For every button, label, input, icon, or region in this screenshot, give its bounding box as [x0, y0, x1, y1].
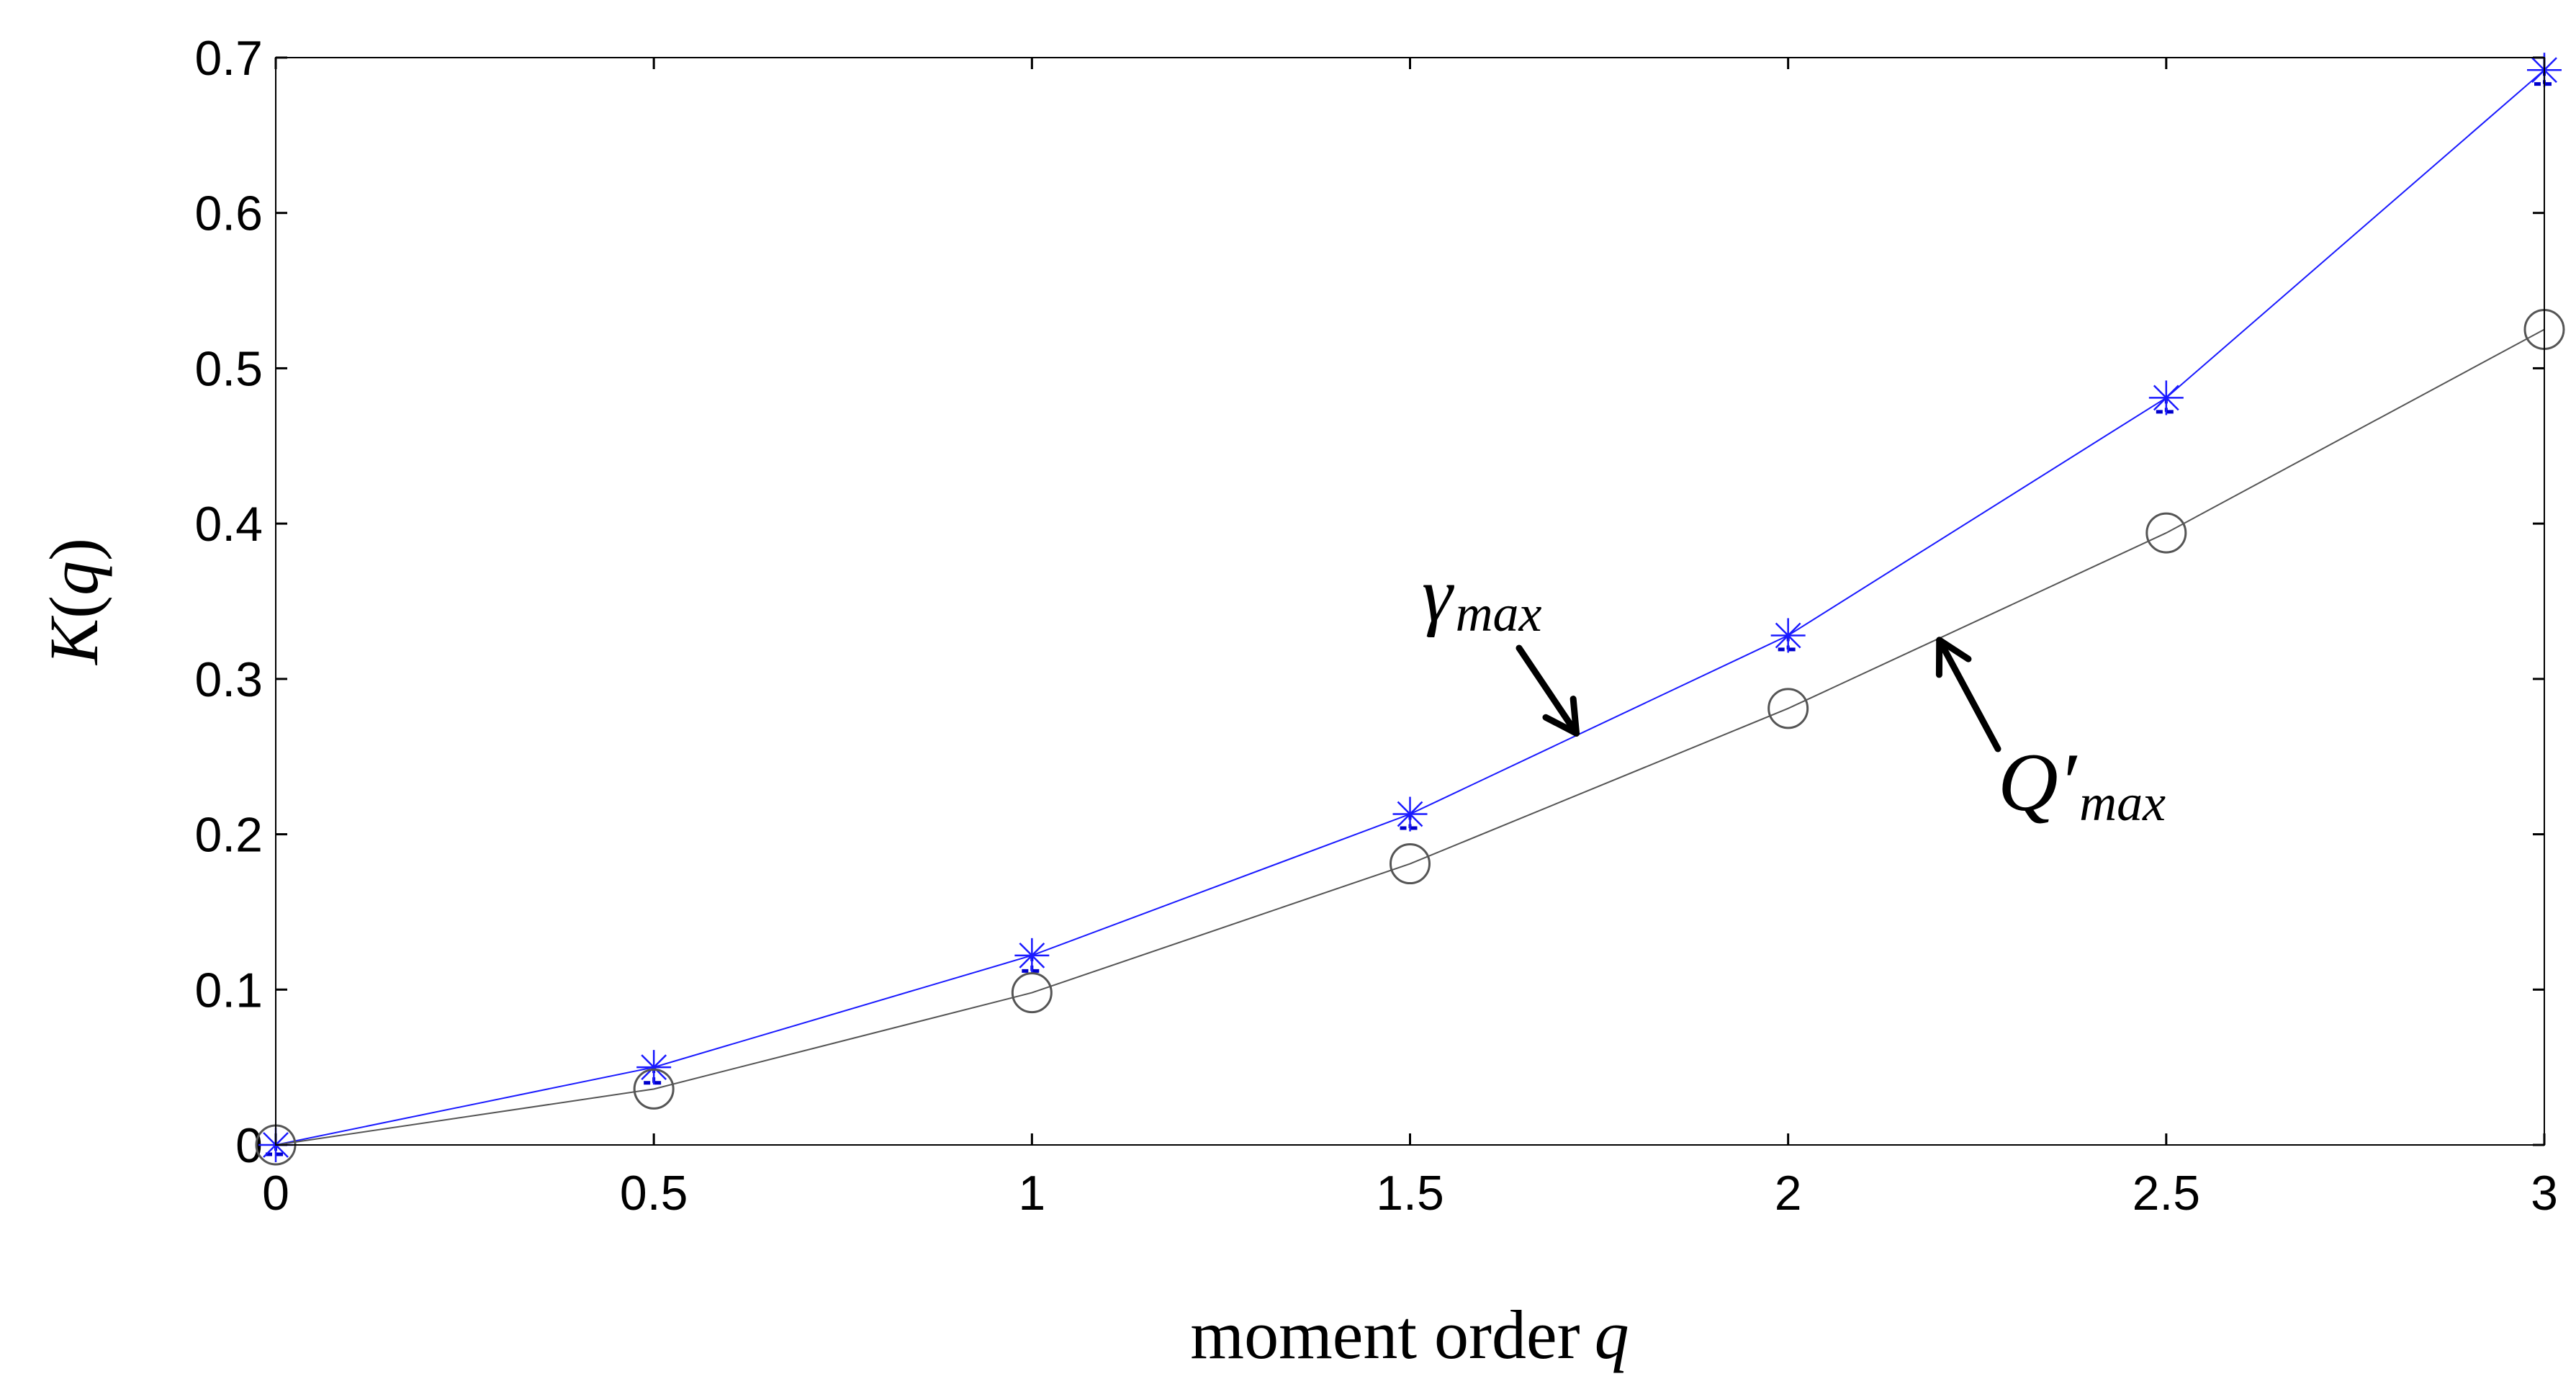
- y-tick-label: 0.1: [194, 963, 263, 1017]
- data-point-asterisk: [2149, 380, 2184, 415]
- x-tick-label: 2: [1775, 1166, 1802, 1221]
- data-point-asterisk: [1014, 938, 1049, 973]
- q-symbol: Q′: [1998, 737, 2078, 829]
- y-tick-label: 0.6: [194, 187, 263, 241]
- data-point-asterisk: [636, 1050, 671, 1084]
- x-tick-label: 1.5: [1376, 1166, 1444, 1221]
- x-tick-label: 3: [2531, 1166, 2558, 1221]
- y-tick-label: 0.2: [194, 808, 263, 863]
- x-tick-label: 2.5: [2133, 1166, 2201, 1221]
- y-tick-label: 0.4: [194, 497, 263, 552]
- y-axis-title: K(q): [35, 538, 112, 666]
- q-subscript: max: [2079, 774, 2166, 832]
- y-tick-label: 0.5: [194, 341, 263, 396]
- x-tick-label: 1: [1018, 1166, 1045, 1221]
- arrow-head-stroke: [1573, 699, 1576, 734]
- x-tick-label: 0.5: [620, 1166, 688, 1221]
- data-point-asterisk: [1393, 797, 1428, 832]
- gamma-symbol: γ: [1422, 552, 1454, 638]
- data-point-asterisk: [1771, 618, 1806, 652]
- y-tick-label: 0.7: [194, 31, 263, 86]
- y-tick-label: 0.3: [194, 652, 263, 707]
- gamma-subscript: max: [1456, 585, 1542, 642]
- x-tick-label: 0: [262, 1166, 289, 1221]
